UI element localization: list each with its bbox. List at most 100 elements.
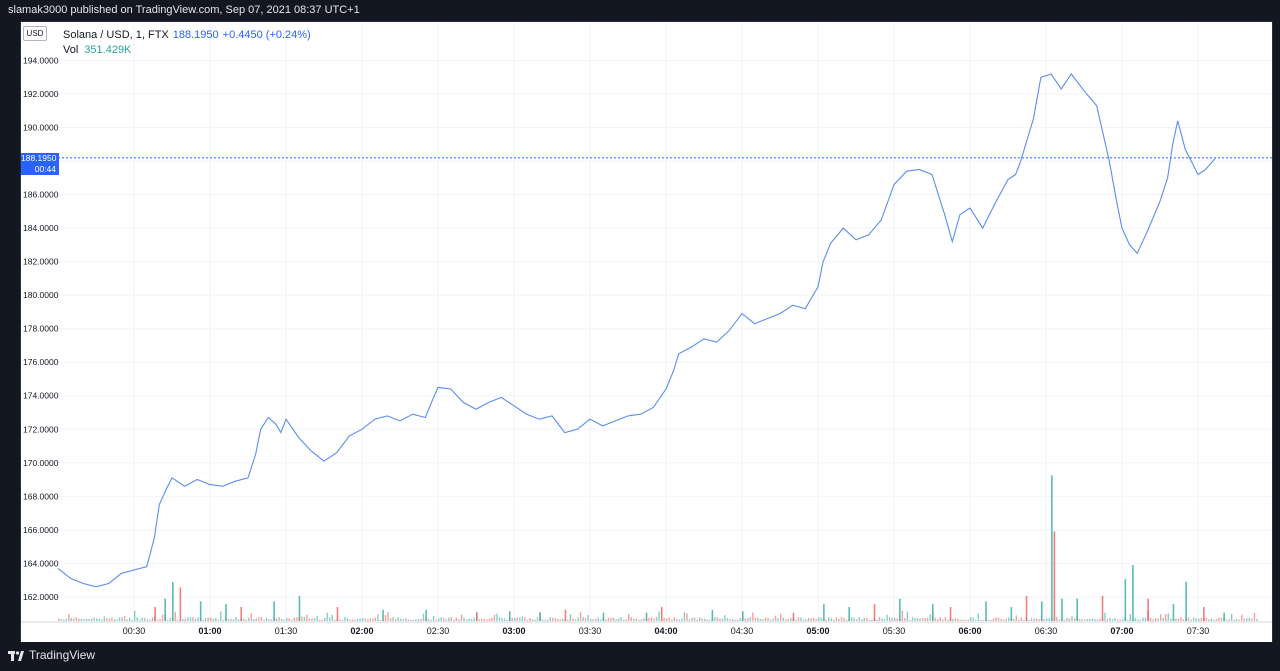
volume-spike-bar xyxy=(508,611,511,621)
volume-bar xyxy=(724,615,726,621)
volume-bar xyxy=(815,618,817,621)
volume-bar xyxy=(612,617,615,621)
volume-bar xyxy=(526,619,529,621)
volume-bar xyxy=(1119,619,1121,621)
volume-bar xyxy=(232,618,235,621)
volume-bar xyxy=(1215,618,1218,621)
volume-bar xyxy=(929,614,931,621)
volume-bar xyxy=(1048,618,1050,621)
volume-bar xyxy=(617,618,620,621)
volume-bar xyxy=(595,619,597,621)
volume-bar xyxy=(103,616,105,621)
volume-bar xyxy=(453,619,455,621)
x-tick-label: 06:30 xyxy=(1035,626,1058,636)
volume-bar xyxy=(1187,617,1190,621)
volume-bar xyxy=(861,619,863,621)
volume-bar xyxy=(592,619,594,621)
volume-bar xyxy=(747,618,749,621)
x-tick-label: 01:00 xyxy=(198,626,221,636)
volume-bar xyxy=(400,618,402,621)
volume-bar xyxy=(141,617,143,621)
volume-bar xyxy=(402,619,404,621)
volume-bar xyxy=(1030,618,1033,621)
volume-spike-bar xyxy=(1147,598,1149,621)
volume-bar xyxy=(151,617,154,621)
volume-bar xyxy=(483,619,485,621)
volume-bar xyxy=(992,618,995,621)
x-tick-label: 07:30 xyxy=(1187,626,1210,636)
volume-bar xyxy=(921,617,924,621)
volume-bar xyxy=(75,617,78,621)
volume-bar xyxy=(734,619,736,621)
volume-bars xyxy=(58,475,1258,621)
volume-bar xyxy=(942,619,944,621)
volume-bar xyxy=(1084,619,1086,621)
volume-bar xyxy=(417,619,420,621)
volume-bar xyxy=(853,617,855,621)
volume-bar xyxy=(1013,618,1015,621)
symbol-title[interactable]: Solana / USD, 1, FTX xyxy=(63,29,169,41)
volume-bar xyxy=(1094,619,1096,621)
volume-bar xyxy=(904,618,906,621)
volume-bar xyxy=(420,618,422,621)
volume-bar xyxy=(1256,618,1258,621)
volume-spike-bar xyxy=(273,601,275,621)
volume-bar xyxy=(1066,617,1068,621)
tradingview-logo[interactable]: TradingView xyxy=(0,642,95,669)
volume-bar xyxy=(1208,619,1210,621)
volume-bar xyxy=(1154,618,1157,621)
price-chart[interactable]: 162.0000 164.0000 166.0000 168.0000 170.0000… xyxy=(21,22,1272,642)
volume-spike-bar xyxy=(792,612,795,621)
volume-bar xyxy=(1104,612,1106,621)
volume-bar xyxy=(1228,619,1230,621)
volume-bar xyxy=(610,617,612,621)
volume-bar xyxy=(1000,619,1002,621)
volume-spike-bar xyxy=(1185,581,1187,621)
volume-bar xyxy=(478,619,480,621)
volume-bar xyxy=(559,619,561,621)
volume-bar xyxy=(134,610,136,621)
volume-bar xyxy=(1190,619,1192,621)
volume-bar xyxy=(275,618,278,621)
volume-bar xyxy=(640,619,643,621)
volume-bar xyxy=(777,618,779,621)
volume-bar xyxy=(1149,617,1152,621)
volume-bar xyxy=(833,619,835,621)
volume-bar xyxy=(392,617,394,621)
volume-bar xyxy=(98,618,100,621)
volume-bar xyxy=(739,617,741,621)
volume-bar xyxy=(220,611,222,621)
y-tick-label: 166.0000 xyxy=(23,525,59,535)
chart-frame[interactable]: 162.0000 164.0000 166.0000 168.0000 170.0000… xyxy=(20,21,1273,643)
volume-bar xyxy=(108,618,111,621)
volume-bar xyxy=(630,617,632,621)
volume-bar xyxy=(982,619,985,621)
volume-bar xyxy=(1137,619,1139,621)
volume-bar xyxy=(709,619,711,621)
volume-spike-bar xyxy=(823,604,825,621)
volume-bar xyxy=(947,619,949,621)
volume-bar xyxy=(1152,619,1154,621)
currency-badge[interactable]: USD xyxy=(23,26,47,41)
volume-bar xyxy=(676,618,678,621)
volume-bar xyxy=(116,619,118,621)
volume-bar xyxy=(367,619,369,621)
volume-bar xyxy=(731,619,734,621)
volume-bar xyxy=(1238,619,1240,621)
volume-bar xyxy=(782,617,784,621)
volume-bar xyxy=(911,617,914,621)
volume-bar xyxy=(230,618,232,621)
volume-bar xyxy=(329,617,331,621)
volume-bar xyxy=(427,619,430,621)
volume-bar xyxy=(681,618,683,621)
volume-bar xyxy=(263,619,265,621)
volume-spike-bar xyxy=(298,595,301,621)
volume-bar xyxy=(212,618,214,621)
volume-bar xyxy=(245,619,247,621)
volume-bar xyxy=(1028,619,1030,621)
volume-bar xyxy=(980,619,982,621)
volume-bar xyxy=(972,617,974,621)
y-tick-label: 164.0000 xyxy=(23,558,59,568)
volume-bar xyxy=(412,619,415,621)
volume-bar xyxy=(255,618,257,621)
